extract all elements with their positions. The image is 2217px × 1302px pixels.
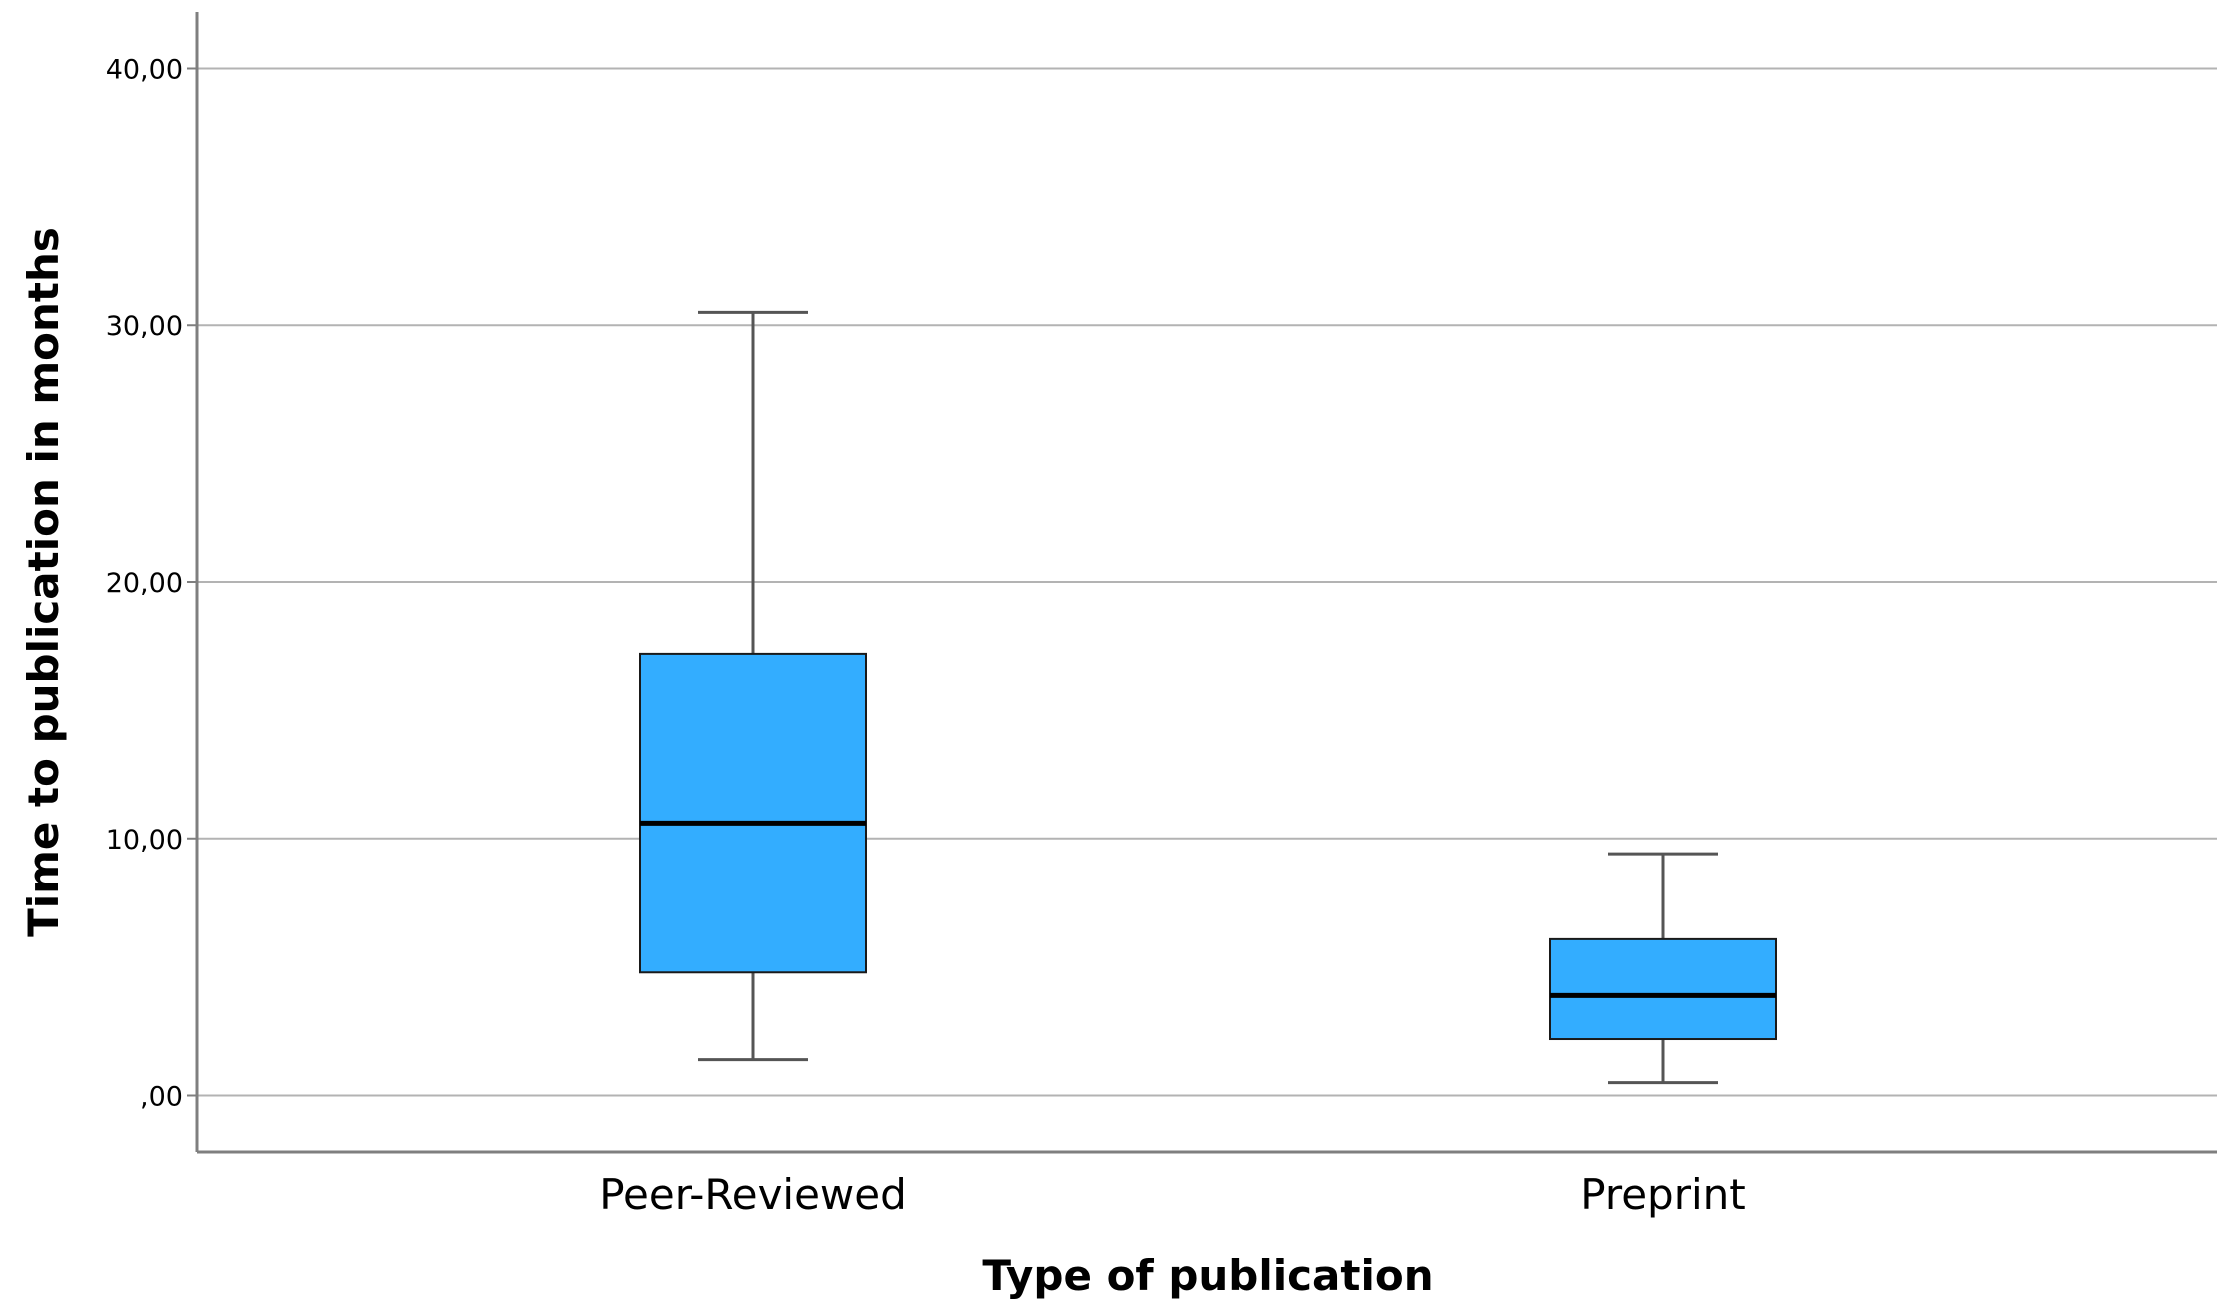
gridlines: [197, 67, 2217, 1097]
y-axis-title: Time to publication in months: [19, 227, 68, 937]
boxes: [639, 310, 1777, 1085]
y-tick-label: ,00: [140, 1082, 183, 1113]
y-tick-label: 40,00: [106, 54, 183, 85]
y-axis-ticks: ,00 10,00 20,00 30,00 40,00: [106, 54, 197, 1113]
x-category-label: Preprint: [1580, 1170, 1745, 1219]
box-preprint: [1549, 852, 1777, 1085]
y-tick-label: 20,00: [106, 568, 183, 599]
y-tick-label: 30,00: [106, 311, 183, 342]
x-axis-categories: Peer-Reviewed Preprint: [599, 1170, 1746, 1219]
iqr-box: [1549, 937, 1777, 1041]
y-tick-label: 10,00: [106, 825, 183, 856]
x-category-label: Peer-Reviewed: [599, 1170, 907, 1219]
iqr-box: [639, 652, 867, 974]
x-axis-title: Type of publication: [982, 1251, 1433, 1300]
box-peer-reviewed: [639, 310, 867, 1062]
